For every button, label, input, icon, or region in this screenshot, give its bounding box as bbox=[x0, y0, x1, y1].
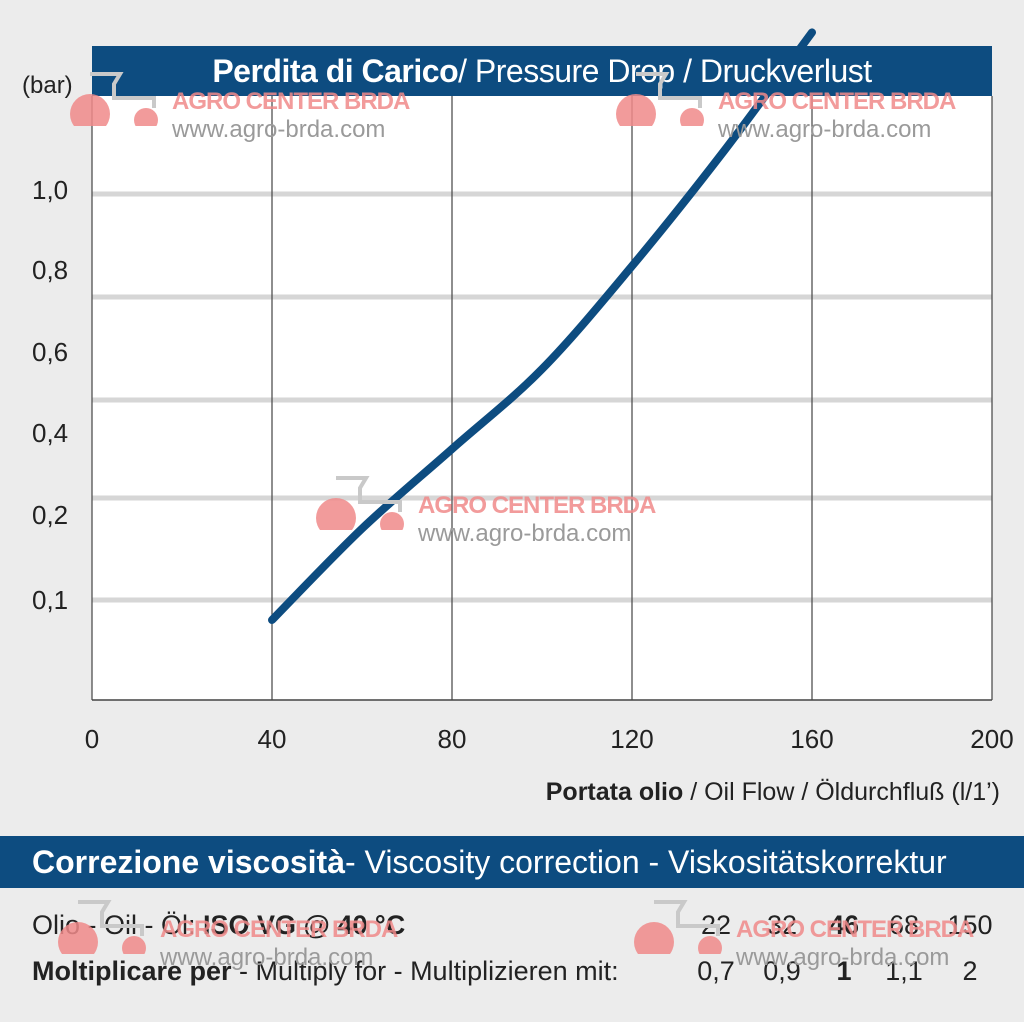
chart-title-rest: / Pressure Drop / Druckverlust bbox=[458, 52, 872, 89]
oil-value: 68 bbox=[888, 910, 920, 940]
pressure-drop-series-line bbox=[268, 28, 816, 624]
x-tick-label: 160 bbox=[790, 724, 833, 754]
multiplier-value: 0,9 bbox=[763, 956, 801, 986]
viscosity-title-main: Correzione viscosità bbox=[32, 843, 345, 880]
oil-value: 32 bbox=[766, 910, 798, 940]
x-tick-label: 40 bbox=[258, 724, 287, 754]
y-tick-label: 0,1 bbox=[32, 585, 68, 615]
oil-grade-row: Olio - Oil - Öl: ISO VG @ 40 °C 22 32 46… bbox=[32, 910, 993, 946]
oil-value: 22 bbox=[700, 910, 732, 940]
multiplier-row: Moltiplicare per - Multiply for - Multip… bbox=[32, 956, 992, 992]
x-axis-label-rest: / Oil Flow / Öldurchfluß (l/1’) bbox=[683, 778, 1000, 806]
x-tick-label: 80 bbox=[438, 724, 467, 754]
viscosity-title-rest: - Viscosity correction - Viskositätskorr… bbox=[345, 843, 947, 880]
x-axis-label-main: Portata olio bbox=[545, 778, 684, 806]
oil-label-plain: Olio - Oil - Öl: bbox=[32, 910, 204, 940]
x-tick-label: 120 bbox=[610, 724, 653, 754]
x-axis-label: Portata olio / Oil Flow / Öldurchfluß (l… bbox=[546, 778, 1000, 807]
multiplier-value: 2 bbox=[962, 956, 978, 986]
multiplier-value: 1,1 bbox=[885, 956, 923, 986]
chart-title-main: Perdita di Carico bbox=[212, 52, 459, 89]
y-tick-label: 0,2 bbox=[32, 500, 68, 530]
viscosity-section-title: Correzione viscosità - Viscosity correct… bbox=[0, 836, 1024, 888]
y-tick-label: 0,8 bbox=[32, 255, 68, 285]
chart-title: Perdita di Carico / Pressure Drop / Druc… bbox=[92, 46, 992, 96]
multiplier-value: 0,7 bbox=[697, 956, 735, 986]
multiplier-label: Moltiplicare per - Multiply for - Multip… bbox=[32, 956, 619, 987]
mult-label-rest: - Multiply for - Multiplizieren mit: bbox=[231, 956, 619, 986]
oil-grade-label: Olio - Oil - Öl: ISO VG @ 40 °C bbox=[32, 910, 405, 941]
x-tick-label: 0 bbox=[85, 724, 99, 754]
oil-value: 46 bbox=[828, 910, 860, 940]
oil-value: 150 bbox=[947, 910, 993, 940]
mult-label-bold: Moltiplicare per bbox=[32, 956, 232, 986]
multiplier-value: 1 bbox=[836, 956, 852, 986]
y-tick-label: 1,0 bbox=[32, 175, 68, 205]
y-axis-unit: (bar) bbox=[22, 72, 73, 99]
x-tick-label: 200 bbox=[970, 724, 1013, 754]
oil-label-bold: ISO VG @ 40 °C bbox=[203, 910, 406, 940]
y-tick-label: 0,6 bbox=[32, 337, 68, 367]
y-tick-label: 0,4 bbox=[32, 418, 68, 448]
